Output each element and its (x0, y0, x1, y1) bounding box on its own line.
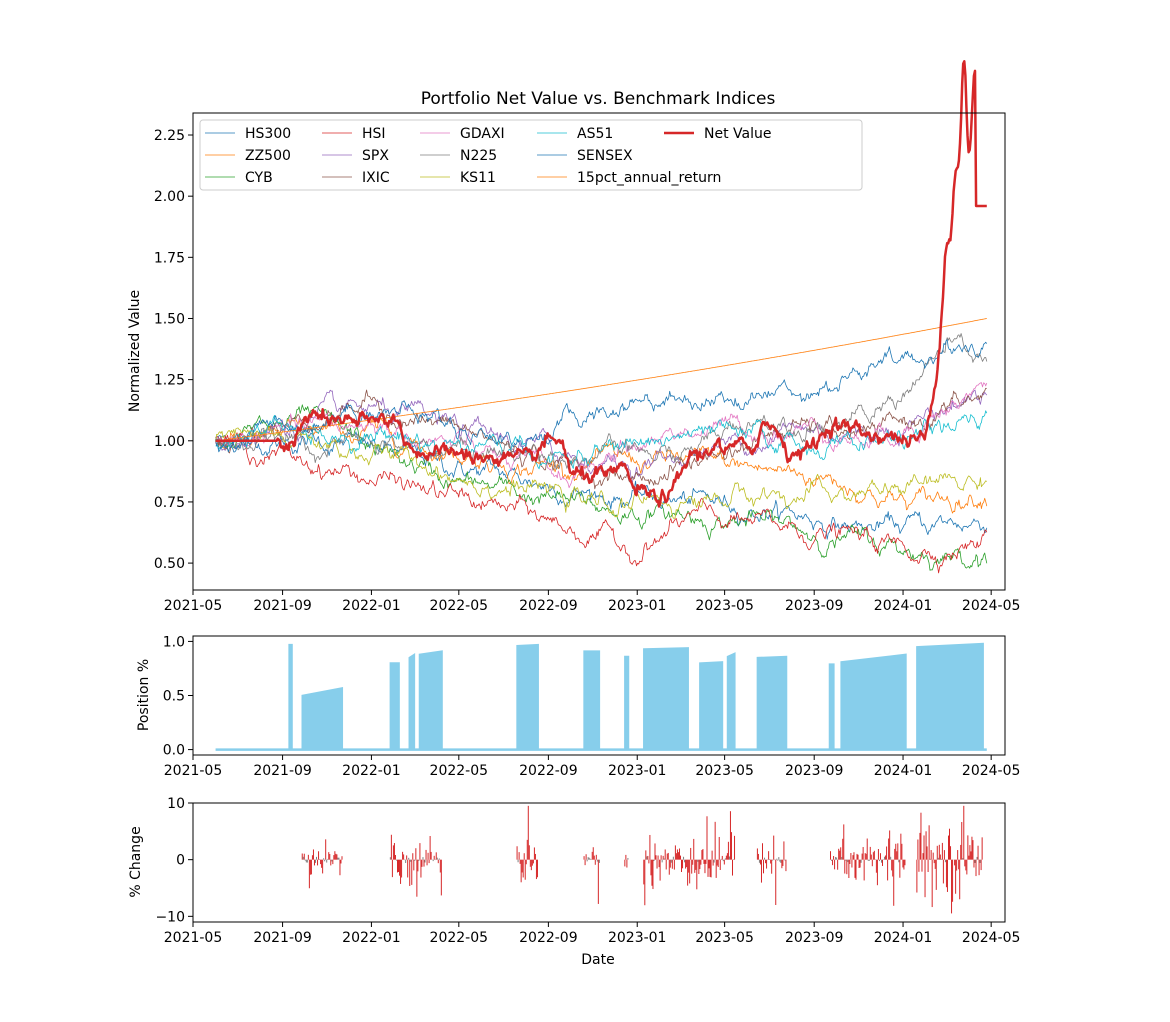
p1-ytick-label: 2.25 (154, 128, 185, 144)
legend-label: AS51 (577, 126, 613, 142)
p3-xtick-label: 2021-05 (164, 930, 223, 946)
p2-xtick-label: 2023-09 (785, 763, 844, 779)
y-axis-label-change: % Change (128, 826, 144, 897)
p2-xtick-label: 2023-01 (608, 763, 667, 779)
p1-ytick-label: 1.50 (154, 311, 185, 327)
series-line-hsi (215, 432, 988, 574)
legend-label: HS300 (245, 126, 291, 142)
position-area (301, 687, 344, 751)
series-line-hs300 (215, 431, 988, 540)
series-line-zz500 (215, 416, 988, 514)
p1-frame (192, 112, 1006, 591)
p2-xtick-label: 2024-01 (874, 763, 933, 779)
p2-xtick-label: 2021-05 (164, 763, 223, 779)
position-area (916, 642, 984, 751)
x-axis-label: Date (581, 952, 614, 968)
legend-label: ZZ500 (245, 148, 291, 164)
legend-label: SPX (362, 148, 389, 164)
legend-label: Net Value (704, 126, 771, 142)
p3-xtick-label: 2022-05 (430, 930, 489, 946)
legend-label: 15pct_annual_return (577, 170, 721, 186)
legend-label: IXIC (362, 170, 390, 186)
position-area (408, 653, 416, 751)
p1-xtick-label: 2022-09 (519, 598, 578, 614)
legend-label: KS11 (460, 170, 496, 186)
y-axis-label-position: Position % (136, 659, 152, 731)
p3-xtick-label: 2021-09 (253, 930, 312, 946)
legend: HS300 ZZ500 CYB HSI SPX IXIC GDAXI N225 KS11 AS51… (199, 119, 863, 191)
p1-ytick-label: 2.00 (154, 189, 185, 205)
y-axis-label: Normalized Value (127, 290, 143, 412)
net-value-chart: Portfolio Net Value vs. Benchmark Indice… (127, 60, 1021, 614)
p2-xtick-label: 2021-09 (253, 763, 312, 779)
p3-ytick-label: 10 (167, 796, 185, 812)
p1-xtick-label: 2021-09 (253, 598, 312, 614)
p1-xtick-label: 2023-09 (785, 598, 844, 614)
p2-ytick-label: 0.0 (163, 743, 185, 759)
p1-xtick-label: 2024-01 (874, 598, 933, 614)
p1-xtick-label: 2021-05 (164, 598, 223, 614)
p3-ytick-label: −10 (155, 909, 185, 925)
p3-xtick-label: 2022-09 (519, 930, 578, 946)
p1-xtick-label: 2023-01 (608, 598, 667, 614)
legend-label: N225 (460, 148, 497, 164)
p2-xtick-label: 2024-05 (962, 763, 1021, 779)
series-line-sensex (215, 339, 988, 453)
p2-ytick-label: 1.0 (163, 634, 185, 650)
chart-title: Portfolio Net Value vs. Benchmark Indice… (421, 89, 776, 109)
position-area (418, 650, 443, 751)
series-line-spx (215, 389, 988, 484)
legend-label: CYB (245, 170, 273, 186)
position-area (840, 653, 907, 751)
p3-xtick-label: 2023-05 (695, 930, 754, 946)
pct-change-chart: % Change Date −10 0 10 2021-05 2021-09 2022-0… (128, 796, 1020, 968)
p1-xtick-label: 2024-05 (962, 598, 1021, 614)
position-area (516, 643, 539, 751)
p1-xtick-label: 2022-01 (342, 598, 401, 614)
series-line-n225 (215, 333, 988, 470)
p1-xtick-label: 2023-05 (695, 598, 754, 614)
legend-label: SENSEX (577, 148, 633, 164)
p3-xtick-label: 2024-01 (874, 930, 933, 946)
p2-xtick-label: 2022-09 (519, 763, 578, 779)
p2-xtick-label: 2022-05 (430, 763, 489, 779)
legend-label: HSI (362, 126, 386, 142)
p3-ytick-label: 0 (176, 853, 185, 869)
p2-xtick-label: 2022-01 (342, 763, 401, 779)
position-area (699, 661, 724, 751)
p3-frame (192, 802, 1006, 923)
p1-ytick-label: 1.25 (154, 373, 185, 389)
p1-xtick-label: 2022-05 (430, 598, 489, 614)
legend-box (199, 119, 863, 191)
p1-ytick-label: 0.75 (154, 495, 185, 511)
p3-xtick-label: 2022-01 (342, 930, 401, 946)
series-line-as51 (215, 410, 988, 470)
p1-ytick-label: 0.50 (154, 556, 185, 572)
position-area (726, 652, 736, 751)
position-area (756, 655, 788, 751)
series-line-ks11 (215, 426, 988, 519)
p2-ytick-label: 0.5 (163, 689, 185, 705)
position-area (583, 650, 601, 751)
series-line-15pct-annual-return (215, 318, 987, 442)
p3-xtick-label: 2024-05 (962, 930, 1021, 946)
position-area (643, 647, 689, 751)
p2-xtick-label: 2023-05 (695, 763, 754, 779)
p1-ytick-label: 1.75 (154, 250, 185, 266)
position-chart: Position % 0.0 0.5 1.0 2021-05 2021-09 2022-0… (136, 634, 1020, 779)
series-line-gdaxi (215, 382, 988, 489)
position-area (624, 655, 630, 751)
series-line-net-value (215, 60, 987, 508)
position-area (288, 643, 293, 751)
position-area (828, 663, 835, 751)
p3-xtick-label: 2023-01 (608, 930, 667, 946)
p3-xtick-label: 2023-09 (785, 930, 844, 946)
legend-label: GDAXI (460, 126, 505, 142)
p1-ytick-label: 1.00 (154, 434, 185, 450)
position-area (389, 662, 400, 751)
